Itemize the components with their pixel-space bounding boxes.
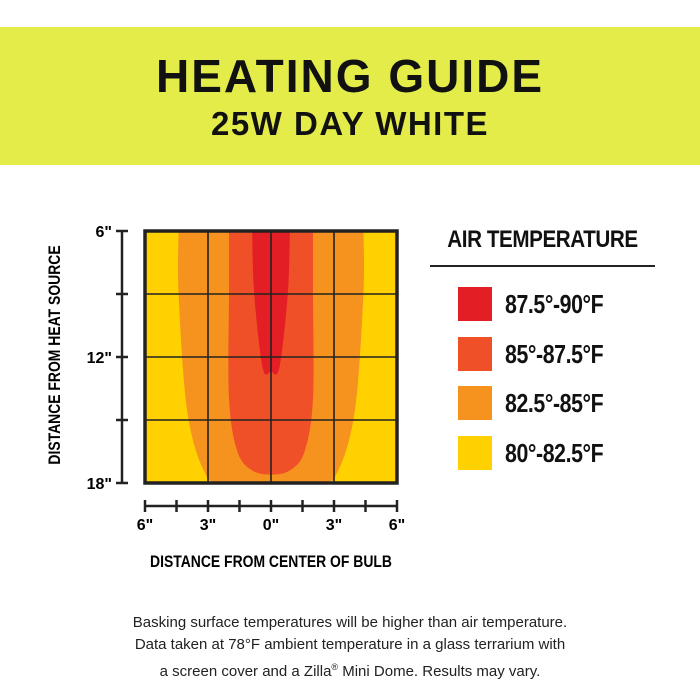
chart-frame <box>143 229 399 485</box>
x-tick-label: 6" <box>137 517 153 534</box>
y-tick-label: 12" <box>87 350 112 367</box>
legend-swatch <box>458 337 492 371</box>
page-subtitle: 25W DAY WHITE <box>210 105 490 142</box>
legend-label: 82.5°-85°F <box>505 388 604 418</box>
x-tick-label: 3" <box>200 517 216 534</box>
x-tick-label: 0" <box>263 517 279 534</box>
legend-label: 85°-87.5°F <box>505 339 604 369</box>
chart-grid <box>143 229 399 485</box>
legend-divider <box>430 265 655 267</box>
page-title: HEATING GUIDE <box>155 50 545 102</box>
legend-item: 82.5°-85°F <box>458 386 678 420</box>
legend-swatch <box>458 287 492 321</box>
x-axis-label: DISTANCE FROM CENTER OF BULB <box>150 553 392 572</box>
y-tick-label: 6" <box>96 224 112 241</box>
footnote-line: Basking surface temperatures will be hig… <box>132 614 568 631</box>
legend-item: 87.5°-90°F <box>458 287 678 321</box>
y-axis-label: DISTANCE FROM HEAT SOURCE <box>46 245 65 464</box>
footnote-line: a screen cover and a Zilla® Mini Dome. R… <box>159 662 541 680</box>
legend-item: 80°-82.5°F <box>458 436 678 470</box>
chart-axes: 6" 12" 18" 6" 3" 0" 3" 6" <box>87 224 406 534</box>
y-tick-label: 18" <box>87 476 112 493</box>
legend-item: 85°-87.5°F <box>458 337 678 371</box>
legend-swatch <box>458 436 492 470</box>
x-tick-label: 3" <box>326 517 342 534</box>
footnote-line: Data taken at 78°F ambient temperature i… <box>134 636 566 653</box>
legend-title: AIR TEMPERATURE <box>447 226 638 253</box>
x-tick-label: 6" <box>389 517 405 534</box>
footnote: Basking surface temperatures will be hig… <box>100 612 600 683</box>
legend-label: 80°-82.5°F <box>505 438 604 468</box>
legend-label: 87.5°-90°F <box>505 289 604 319</box>
legend-swatch <box>458 386 492 420</box>
header-banner: HEATING GUIDE 25W DAY WHITE <box>0 27 700 165</box>
